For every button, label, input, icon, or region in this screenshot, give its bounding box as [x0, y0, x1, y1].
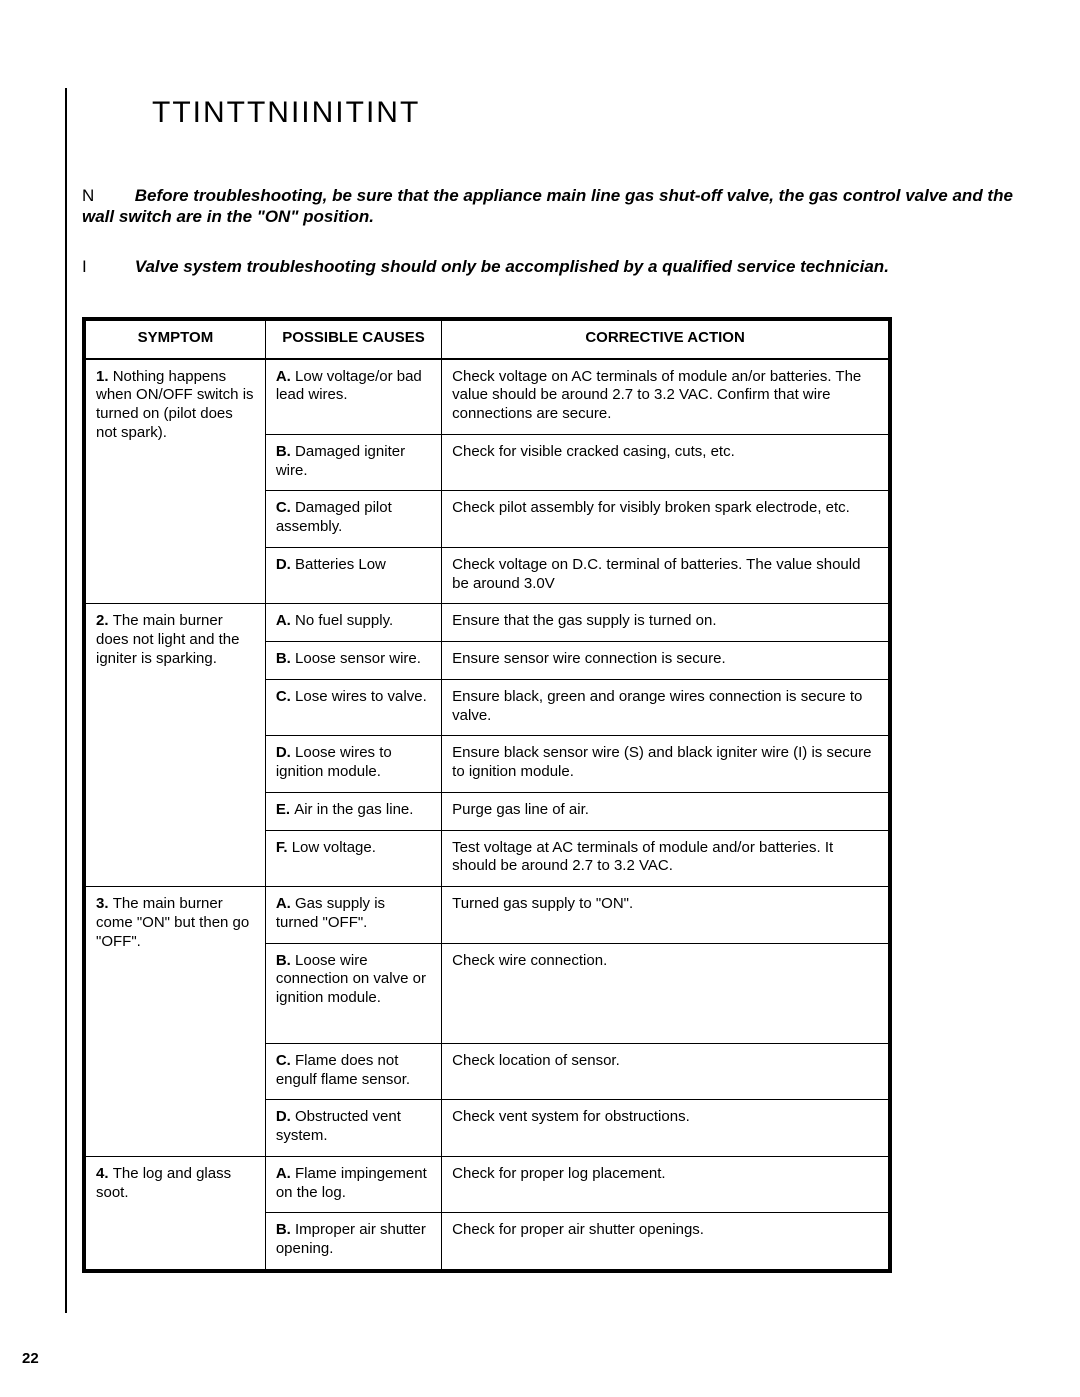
header-action: CORRECTIVE ACTION [442, 319, 890, 359]
action-cell: Check voltage on AC terminals of module … [442, 359, 890, 435]
action-cell: Ensure that the gas supply is turned on. [442, 604, 890, 642]
table-row: 2. The main burner does not light and th… [84, 604, 890, 642]
action-cell: Ensure black, green and orange wires con… [442, 679, 890, 736]
cause-letter: F. [276, 839, 292, 856]
header-cause: POSSIBLE CAUSES [265, 319, 441, 359]
table-row: 1. Nothing happens when ON/OFF switch is… [84, 359, 890, 435]
cause-text: Low voltage. [292, 839, 376, 856]
cause-text: Damaged igniter wire. [276, 443, 405, 479]
cause-text: Improper air shutter opening. [276, 1221, 426, 1257]
cause-text: Obstructed vent system. [276, 1108, 401, 1144]
note-1-lead: N [82, 185, 130, 206]
action-cell: Check for proper air shutter openings. [442, 1213, 890, 1271]
cause-cell: C. Flame does not engulf flame sensor. [265, 1043, 441, 1100]
symptom-number: 4. [96, 1165, 113, 1182]
page-frame: TTINTTNIINITINT N Before troubleshooting… [65, 88, 1015, 1313]
cause-text: Batteries Low [295, 556, 386, 573]
cause-cell: B. Improper air shutter opening. [265, 1213, 441, 1271]
cause-letter: A. [276, 895, 295, 912]
cause-text: Flame impingement on the log. [276, 1165, 427, 1201]
page-number: 22 [22, 1350, 39, 1367]
cause-letter: A. [276, 368, 295, 385]
action-cell: Check vent system for obstructions. [442, 1100, 890, 1157]
cause-text: Low voltage/or bad lead wires. [276, 368, 422, 404]
note-1-body: Before troubleshooting, be sure that the… [82, 186, 1013, 226]
cause-cell: A. Gas supply is turned "OFF". [265, 887, 441, 944]
note-1: N Before troubleshooting, be sure that t… [82, 185, 1015, 228]
cause-letter: E. [276, 801, 294, 818]
cause-letter: C. [276, 1052, 295, 1069]
action-cell: Purge gas line of air. [442, 792, 890, 830]
cause-letter: D. [276, 556, 295, 573]
symptom-text: Nothing happens when ON/OFF switch is tu… [96, 368, 254, 441]
table-header-row: SYMPTOM POSSIBLE CAUSES CORRECTIVE ACTIO… [84, 319, 890, 359]
cause-text: No fuel supply. [295, 612, 393, 629]
symptom-cell: 1. Nothing happens when ON/OFF switch is… [84, 359, 265, 604]
cause-cell: F. Low voltage. [265, 830, 441, 887]
cause-letter: D. [276, 744, 295, 761]
symptom-cell: 4. The log and glass soot. [84, 1156, 265, 1271]
cause-text: Lose wires to valve. [295, 688, 427, 705]
cause-cell: B. Loose wire connection on valve or ign… [265, 943, 441, 1043]
cause-letter: A. [276, 1165, 295, 1182]
table-body: 1. Nothing happens when ON/OFF switch is… [84, 359, 890, 1271]
symptom-number: 1. [96, 368, 113, 385]
cause-letter: B. [276, 952, 295, 969]
cause-cell: D. Loose wires to ignition module. [265, 736, 441, 793]
symptom-cell: 2. The main burner does not light and th… [84, 604, 265, 887]
cause-cell: C. Damaged pilot assembly. [265, 491, 441, 548]
symptom-text: The log and glass soot. [96, 1165, 231, 1201]
action-cell: Test voltage at AC terminals of module a… [442, 830, 890, 887]
cause-letter: B. [276, 1221, 295, 1238]
troubleshooting-table: SYMPTOM POSSIBLE CAUSES CORRECTIVE ACTIO… [82, 317, 892, 1273]
action-cell: Turned gas supply to "ON". [442, 887, 890, 944]
cause-text: Air in the gas line. [294, 801, 413, 818]
symptom-text: The main burner come "ON" but then go "O… [96, 895, 249, 950]
cause-letter: A. [276, 612, 295, 629]
action-cell: Ensure sensor wire connection is secure. [442, 642, 890, 680]
action-cell: Check voltage on D.C. terminal of batter… [442, 547, 890, 604]
cause-cell: A. No fuel supply. [265, 604, 441, 642]
cause-cell: B. Loose sensor wire. [265, 642, 441, 680]
action-cell: Check for proper log placement. [442, 1156, 890, 1213]
cause-letter: C. [276, 499, 295, 516]
note-2: I Valve system troubleshooting should on… [82, 256, 1015, 277]
cause-cell: B. Damaged igniter wire. [265, 434, 441, 491]
symptom-text: The main burner does not light and the i… [96, 612, 239, 667]
note-2-lead: I [82, 256, 130, 277]
cause-cell: C. Lose wires to valve. [265, 679, 441, 736]
cause-letter: B. [276, 650, 295, 667]
action-cell: Check location of sensor. [442, 1043, 890, 1100]
table-row: 4. The log and glass soot. A. Flame impin… [84, 1156, 890, 1213]
cause-text: Loose sensor wire. [295, 650, 421, 667]
page-title: TTINTTNIINITINT [152, 96, 1015, 130]
cause-cell: D. Batteries Low [265, 547, 441, 604]
cause-cell: D. Obstructed vent system. [265, 1100, 441, 1157]
symptom-number: 2. [96, 612, 113, 629]
action-cell: Check pilot assembly for visibly broken … [442, 491, 890, 548]
action-cell: Check for visible cracked casing, cuts, … [442, 434, 890, 491]
header-symptom: SYMPTOM [84, 319, 265, 359]
action-cell: Check wire connection. [442, 943, 890, 1043]
cause-cell: A. Flame impingement on the log. [265, 1156, 441, 1213]
table-row: 3. The main burner come "ON" but then go… [84, 887, 890, 944]
cause-text: Loose wire connection on valve or igniti… [276, 952, 426, 1007]
cause-letter: C. [276, 688, 295, 705]
cause-text: Flame does not engulf flame sensor. [276, 1052, 410, 1088]
action-cell: Ensure black sensor wire (S) and black i… [442, 736, 890, 793]
cause-letter: D. [276, 1108, 295, 1125]
cause-cell: E. Air in the gas line. [265, 792, 441, 830]
symptom-number: 3. [96, 895, 113, 912]
symptom-cell: 3. The main burner come "ON" but then go… [84, 887, 265, 1157]
cause-letter: B. [276, 443, 295, 460]
note-2-body: Valve system troubleshooting should only… [135, 257, 889, 276]
cause-cell: A. Low voltage/or bad lead wires. [265, 359, 441, 435]
